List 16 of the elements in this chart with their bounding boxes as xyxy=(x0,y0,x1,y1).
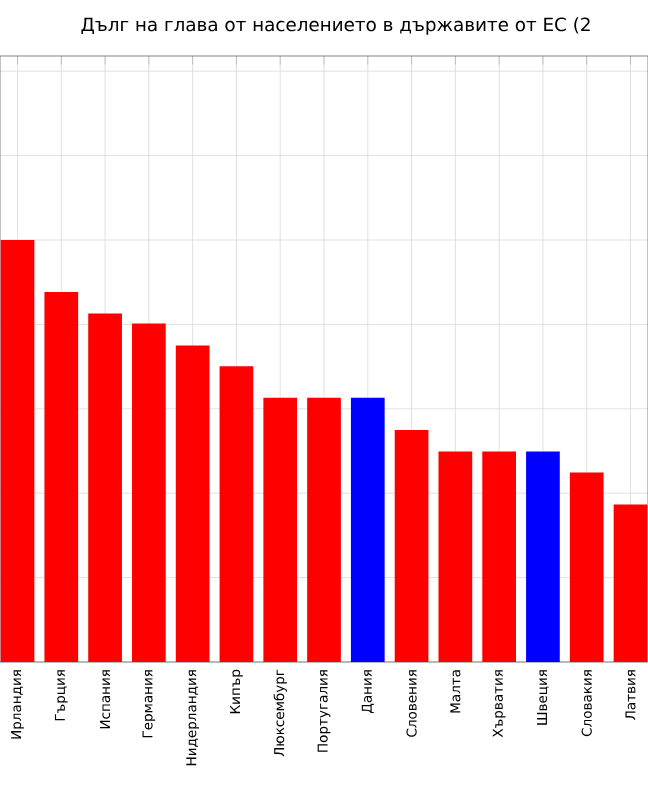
chart-title: Дълг на глава от населението в държавите от ЕС (2 xyxy=(81,17,590,35)
bar xyxy=(394,429,429,662)
bar xyxy=(569,472,604,662)
bar xyxy=(132,323,166,662)
bar xyxy=(438,451,473,662)
bar xyxy=(307,397,341,662)
bar xyxy=(263,397,298,662)
bar xyxy=(482,451,516,662)
bar xyxy=(219,366,254,662)
bar xyxy=(526,451,560,662)
bar xyxy=(0,239,35,662)
bar xyxy=(350,397,385,662)
bar xyxy=(175,345,210,662)
bar xyxy=(88,313,122,662)
bar xyxy=(613,504,648,662)
bar xyxy=(44,291,79,662)
